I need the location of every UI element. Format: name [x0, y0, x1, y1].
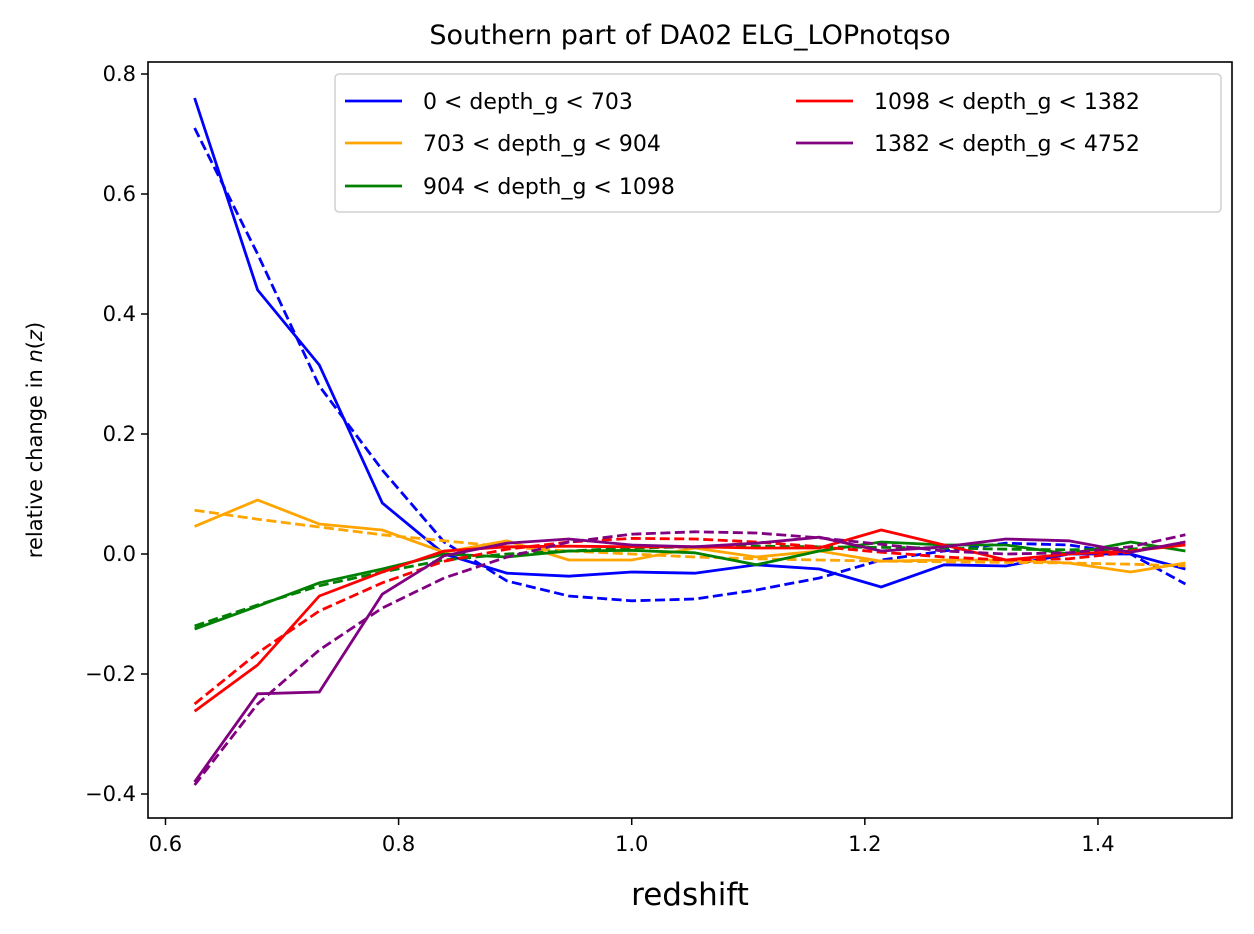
x-tick-label: 0.6	[149, 832, 182, 856]
y-axis-ticks: −0.4 −0.2 0.0 0.2 0.4 0.6 0.8	[85, 62, 148, 806]
y-tick-label: 0.8	[103, 62, 136, 86]
series-fit-line-5	[193, 530, 1186, 786]
legend-label-4: 1098 < depth_g < 1382	[874, 90, 1140, 115]
series-fit-line-1	[193, 127, 1187, 603]
legend: 0 < depth_g < 703 703 < depth_g < 904 904 …	[334, 73, 1222, 213]
legend-label-2: 703 < depth_g < 904	[423, 132, 661, 157]
series-fit-line-4	[193, 536, 1186, 706]
x-tick-label: 1.0	[615, 832, 648, 856]
y-tick-label: −0.2	[85, 662, 136, 686]
x-tick-label: 1.4	[1081, 832, 1114, 856]
chart-title: Southern part of DA02 ELG_LOPnotqso	[429, 20, 950, 51]
plot-frame	[147, 61, 1233, 819]
legend-box	[334, 73, 1222, 213]
y-tick-label: 0.2	[103, 422, 136, 446]
legend-label-3: 904 < depth_g < 1098	[423, 175, 675, 200]
y-tick-label: −0.4	[85, 782, 136, 806]
plot-lines	[193, 97, 1187, 786]
series-fit-line-2	[194, 508, 1186, 568]
y-tick-label: 0.0	[103, 542, 136, 566]
legend-label-5: 1382 < depth_g < 4752	[874, 132, 1140, 157]
x-axis-ticks: 0.6 0.8 1.0 1.2 1.4	[149, 818, 1115, 856]
y-axis-label: relative change in n(z)	[23, 322, 47, 558]
x-tick-label: 0.8	[382, 832, 415, 856]
legend-label-1: 0 < depth_g < 703	[423, 90, 633, 115]
x-axis-label: redshift	[631, 877, 749, 913]
series-line-5	[193, 535, 1186, 783]
series-line-3	[194, 540, 1186, 631]
series-line-2	[194, 498, 1186, 574]
x-tick-label: 1.2	[848, 832, 881, 856]
y-tick-label: 0.4	[103, 302, 136, 326]
y-tick-label: 0.6	[103, 182, 136, 206]
